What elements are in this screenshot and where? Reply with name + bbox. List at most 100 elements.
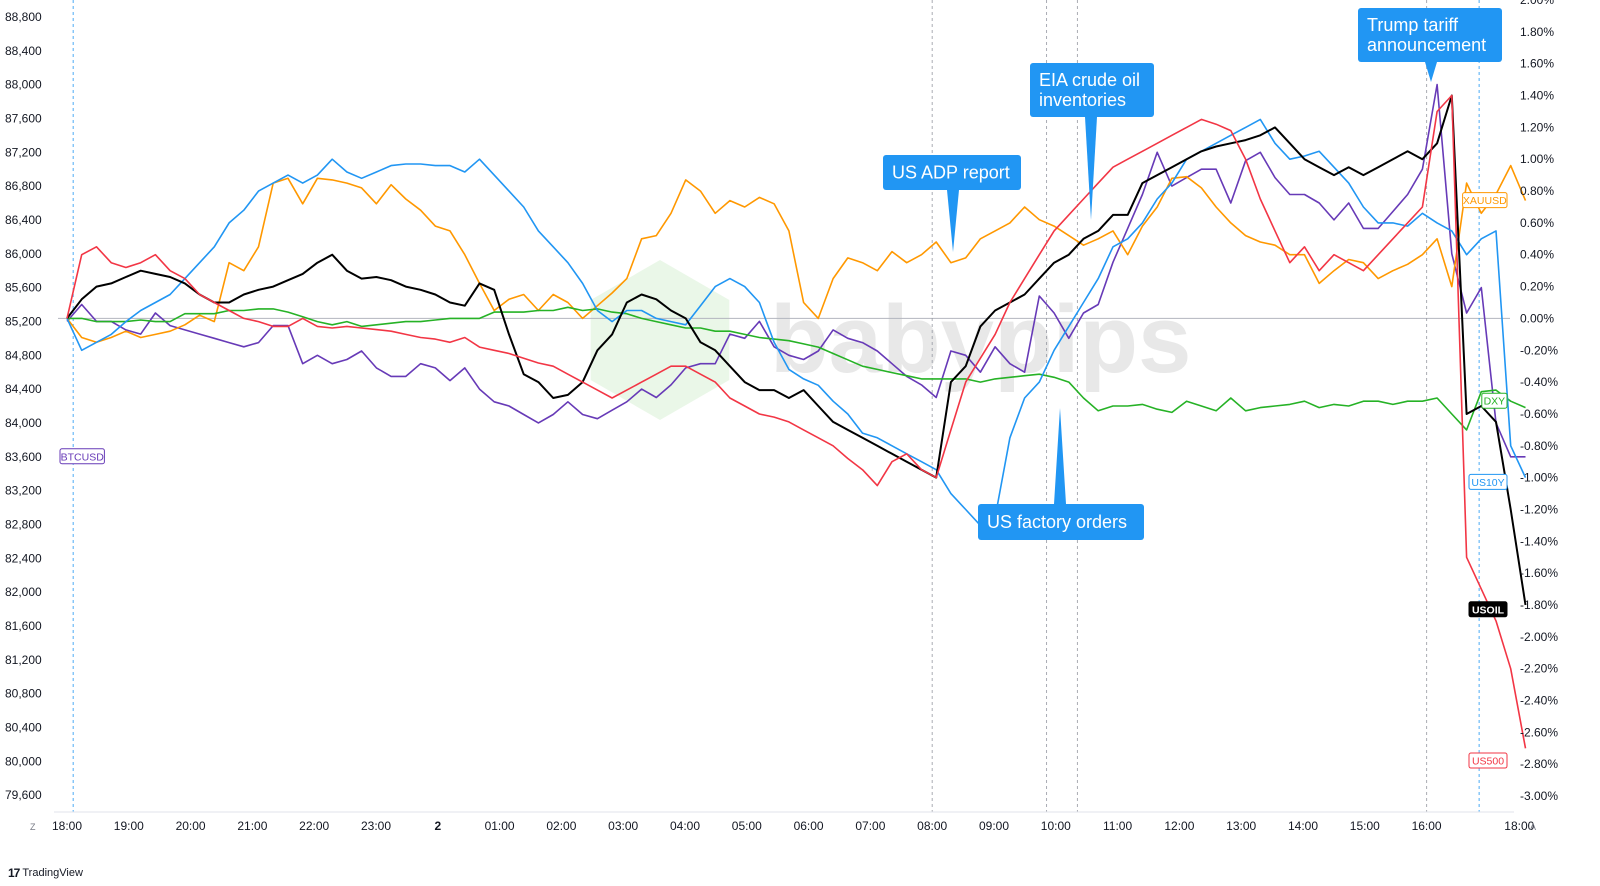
right-axis-tick: -1.60% [1520, 566, 1558, 580]
right-axis-tick: -0.60% [1520, 407, 1558, 421]
series-label-xauusd: XAUUSD [1462, 192, 1508, 209]
left-axis-tick: 86,400 [5, 213, 42, 227]
time-axis-tick: 11:00 [1103, 819, 1132, 833]
series-line-dxy [67, 306, 1526, 431]
right-axis-tick: -0.80% [1520, 439, 1558, 453]
left-axis-tick: 87,600 [5, 111, 42, 125]
watermark-hex-logo [590, 260, 730, 420]
series-line-usoil [66, 94, 1527, 606]
right-axis-tick: -1.00% [1520, 471, 1558, 485]
time-axis-tick: 14:00 [1288, 819, 1318, 833]
chart-canvas[interactable]: babypips 88,80088,40088,00087,60087,2008… [0, 0, 1600, 866]
right-axis-tick: -3.00% [1520, 789, 1558, 803]
left-axis-tick: 82,400 [5, 551, 42, 565]
time-axis-tick: 07:00 [855, 819, 885, 833]
callout-text: inventories [1039, 90, 1126, 110]
right-axis-tick: 1.00% [1520, 152, 1554, 166]
left-axis-tick: 86,000 [5, 247, 42, 261]
left-axis-tick: 80,800 [5, 687, 42, 701]
time-axis-tick: 16:00 [1412, 819, 1442, 833]
left-axis-tick: 83,200 [5, 484, 42, 498]
time-axis-tick: 15:00 [1350, 819, 1380, 833]
time-axis-tick: 18:00 [1504, 819, 1534, 833]
left-axis-tick: 81,200 [5, 653, 42, 667]
tradingview-brand: TradingView [22, 867, 83, 879]
series-label-box [1468, 601, 1508, 618]
right-axis-tick: -1.80% [1520, 598, 1558, 612]
callout-box [978, 504, 1144, 540]
time-axis-tick: 19:00 [114, 819, 144, 833]
series-line-btcusd [66, 83, 1526, 458]
time-axis-tick: 21:00 [237, 819, 267, 833]
right-axis-tick: 0.60% [1520, 216, 1554, 230]
series-label-text: US500 [1472, 756, 1504, 768]
left-axis-tick: 85,600 [5, 281, 42, 295]
callout-2: US factory orders [978, 408, 1144, 540]
left-axis-tick: 88,400 [5, 44, 42, 58]
time-axis-tick: 02:00 [546, 819, 576, 833]
right-axis-tick: 1.40% [1520, 89, 1554, 103]
callout-text: US ADP report [892, 163, 1010, 183]
right-axis-tick: -2.80% [1520, 757, 1558, 771]
callout-box [1358, 8, 1502, 62]
tradingview-mark-icon: 17 [8, 866, 20, 880]
series-group [66, 83, 1527, 749]
left-axis-tick: 79,600 [5, 788, 42, 802]
left-axis-tick: 87,200 [5, 145, 42, 159]
tradingview-logo[interactable]: 17 TradingView [8, 866, 83, 880]
series-line-us500 [66, 94, 1527, 749]
right-axis-tick: -1.40% [1520, 534, 1558, 548]
right-percent-axis[interactable]: 2.00% 1.80% 1.60% 1.40% 1.20% 1.00% 0.80% 0.60%… [1520, 0, 1558, 803]
left-axis-tick: 82,000 [5, 585, 42, 599]
left-axis-tick: 85,200 [5, 314, 42, 328]
series-label-box [1462, 192, 1508, 209]
series-label-dxy: DXY [1481, 392, 1508, 409]
time-axis-tick: 03:00 [608, 819, 638, 833]
time-axis-tick: 05:00 [732, 819, 762, 833]
left-axis-tick: 80,000 [5, 754, 42, 768]
time-axis-tick: 08:00 [917, 819, 947, 833]
left-axis-tick: 81,600 [5, 619, 42, 633]
left-axis-tick: 80,400 [5, 720, 42, 734]
series-label-text: BTCUSD [61, 451, 105, 463]
right-axis-tick: 0.80% [1520, 184, 1554, 198]
series-line-us10y [66, 118, 1527, 527]
callout-0: US ADP report [883, 155, 1021, 252]
series-labels: BTCUSD XAUUSD DXY US10Y USOIL US500 [59, 192, 1508, 769]
callout-text: EIA crude oil [1039, 70, 1140, 90]
series-label-usoil: USOIL [1468, 601, 1508, 618]
series-label-box [59, 448, 105, 465]
time-axis-tick: 12:00 [1164, 819, 1194, 833]
watermark-text: babypips [770, 286, 1191, 393]
series-label-text: DXY [1484, 396, 1506, 408]
left-axis-tick: 86,800 [5, 179, 42, 193]
right-axis-tick: 2.00% [1520, 0, 1554, 7]
series-line-xauusd [66, 164, 1527, 344]
time-axis-tick: 22:00 [299, 819, 329, 833]
time-axis-tick: 2 [434, 819, 441, 833]
series-label-us10y: US10Y [1468, 473, 1508, 490]
callout-text: announcement [1367, 35, 1486, 55]
time-axis[interactable]: 18:00 19:00 20:00 21:00 22:00 23:00 2 01:00 02:0… [52, 811, 1535, 833]
callout-pointer [1085, 117, 1097, 220]
left-axis-tick: 88,000 [5, 78, 42, 92]
right-axis-tick: 1.80% [1520, 25, 1554, 39]
callout-box [883, 155, 1021, 190]
time-axis-tick: 10:00 [1041, 819, 1071, 833]
time-axis-tick: 23:00 [361, 819, 391, 833]
callout-pointer [1054, 408, 1066, 504]
auto-scale-right-button[interactable]: A [1530, 822, 1537, 832]
auto-scale-left-button[interactable]: Z [30, 822, 36, 832]
right-axis-tick: -2.60% [1520, 725, 1558, 739]
series-label-box [1481, 392, 1508, 409]
callout-pointer [947, 190, 959, 252]
time-axis-tick: 04:00 [670, 819, 700, 833]
series-label-box [1468, 752, 1508, 769]
time-axis-tick: 09:00 [979, 819, 1009, 833]
series-label-text: US10Y [1471, 477, 1504, 489]
left-price-axis[interactable]: 88,800 88,400 88,000 87,600 87,200 86,800 86,4… [5, 10, 42, 802]
left-axis-tick: 84,400 [5, 382, 42, 396]
time-axis-tick: 13:00 [1226, 819, 1256, 833]
